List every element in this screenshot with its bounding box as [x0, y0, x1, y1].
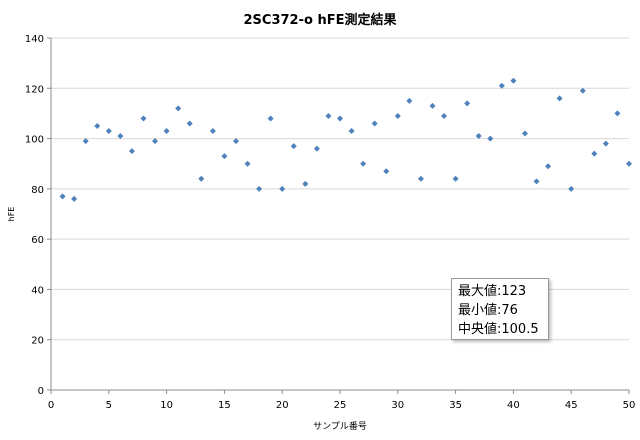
data-point	[221, 153, 228, 160]
data-point	[313, 145, 320, 152]
x-tick-label: 5	[106, 400, 112, 411]
data-point	[163, 128, 170, 135]
data-point	[71, 195, 78, 202]
data-point	[302, 180, 309, 187]
axes	[47, 37, 630, 394]
median-value-label: 中央値:100.5	[458, 322, 539, 337]
data-point	[267, 115, 274, 122]
y-tick-label: 60	[31, 235, 44, 246]
data-point	[406, 97, 413, 104]
x-tick-label: 25	[334, 400, 347, 411]
data-point	[464, 100, 471, 107]
data-point	[117, 133, 124, 140]
data-point	[579, 87, 586, 94]
data-point	[383, 168, 390, 175]
x-tick-label: 0	[48, 400, 54, 411]
data-point	[452, 175, 459, 182]
data-point	[140, 115, 147, 122]
tick-labels: 0 20 40 60 80 100 120 140 0 5 10 15 20 25 30 35 40 45 50	[25, 34, 635, 411]
data-point	[209, 128, 216, 135]
data-point	[348, 128, 355, 135]
data-point	[94, 123, 101, 129]
x-tick-label: 50	[623, 400, 636, 411]
x-tick-label: 15	[218, 400, 231, 411]
x-tick-label: 45	[565, 400, 578, 411]
data-point	[602, 140, 609, 147]
data-point	[545, 163, 552, 170]
data-point	[487, 135, 494, 142]
x-tick-label: 35	[449, 400, 462, 411]
data-point	[59, 193, 66, 200]
data-point	[279, 185, 286, 192]
y-axis-label: hFE	[7, 207, 16, 222]
chart-title: 2SC372-o hFE測定結果	[244, 12, 397, 28]
y-tick-label: 140	[25, 34, 44, 45]
data-point	[394, 112, 401, 119]
y-tick-label: 40	[31, 285, 44, 296]
y-tick-label: 0	[38, 386, 44, 397]
gridlines	[51, 37, 629, 341]
data-point	[429, 102, 436, 109]
data-point	[521, 130, 528, 137]
data-point	[475, 133, 482, 140]
data-points	[59, 77, 632, 202]
data-point	[371, 120, 378, 127]
x-tick-label: 40	[507, 400, 520, 411]
data-point	[441, 112, 448, 119]
min-value-label: 最小値:76	[458, 303, 518, 318]
data-point	[152, 138, 159, 145]
data-point	[128, 148, 135, 155]
data-point	[232, 138, 239, 145]
x-tick-label: 10	[160, 400, 173, 411]
data-point	[105, 128, 112, 135]
data-point	[256, 185, 263, 192]
data-point	[244, 160, 251, 167]
x-tick-label: 20	[276, 400, 289, 411]
data-point	[498, 82, 505, 89]
data-point	[417, 175, 424, 182]
data-point	[325, 112, 332, 119]
data-point	[360, 160, 367, 167]
y-tick-label: 100	[25, 135, 44, 146]
x-tick-label: 30	[391, 400, 404, 411]
data-point	[175, 105, 182, 112]
y-tick-label: 20	[31, 336, 44, 347]
data-point	[556, 95, 563, 102]
max-value-label: 最大値:123	[458, 284, 527, 299]
data-point	[337, 115, 343, 122]
y-tick-label: 80	[31, 185, 44, 196]
stats-annotation-box: 最大値:123 最小値:76 中央値:100.5	[451, 278, 549, 340]
data-point	[510, 77, 517, 84]
data-point	[533, 178, 540, 185]
data-point	[82, 138, 89, 145]
data-point	[626, 160, 632, 167]
data-point	[186, 120, 193, 127]
y-tick-label: 120	[25, 84, 44, 95]
data-point	[290, 143, 297, 150]
data-point	[591, 150, 598, 157]
data-point	[568, 185, 575, 192]
data-point	[198, 175, 205, 182]
data-point	[614, 110, 621, 117]
x-axis-label: サンプル番号	[313, 420, 367, 432]
